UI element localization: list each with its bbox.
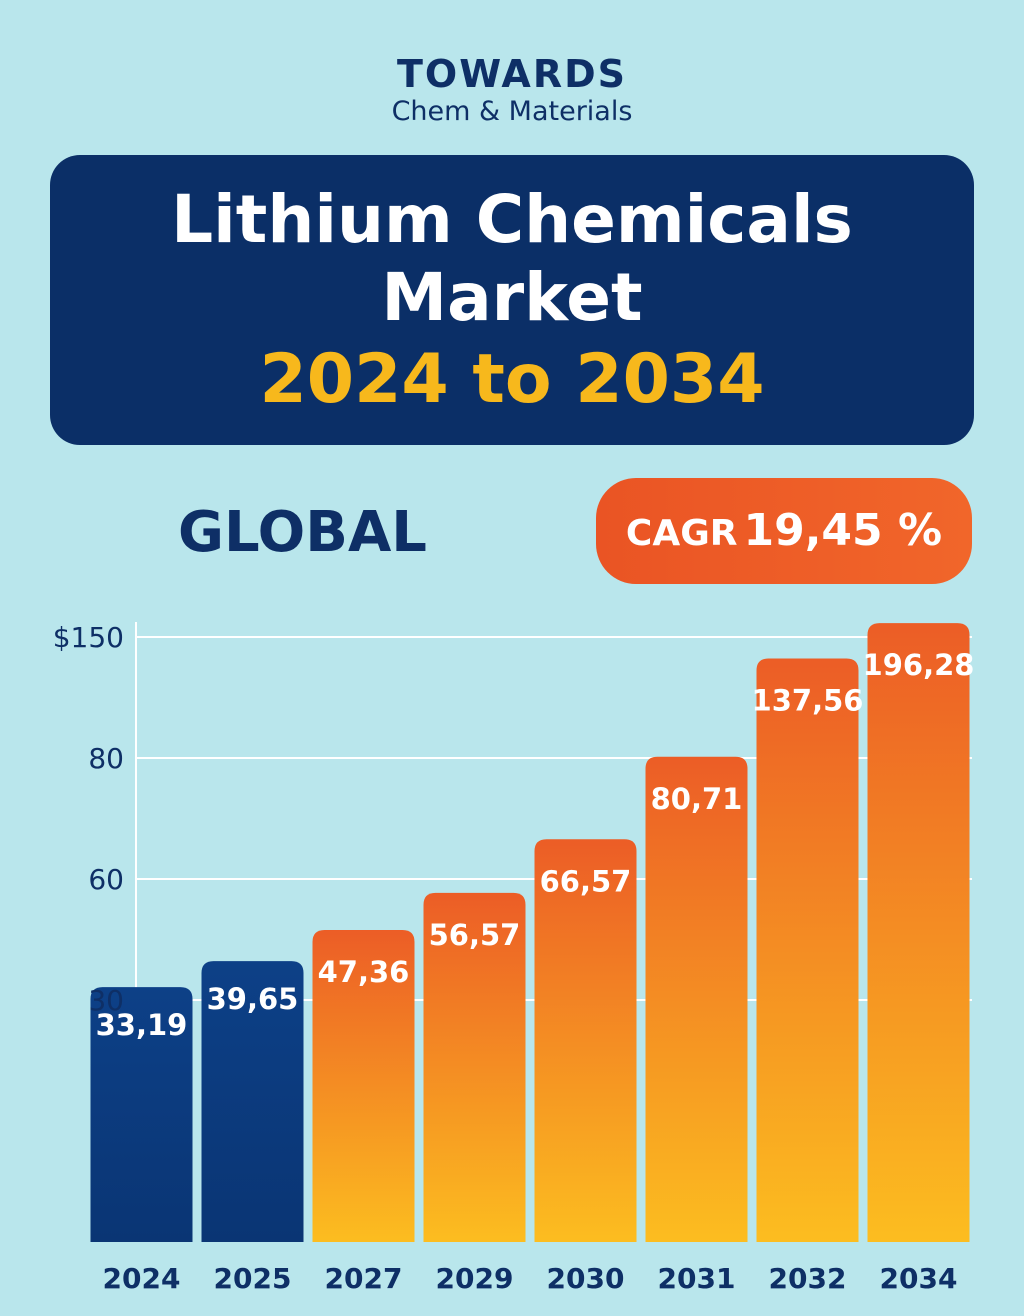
y-tick-label: 30 [88,984,124,1017]
x-tick-label: 2034 [880,1262,958,1295]
chart-title-line-1: Lithium Chemicals [171,181,853,258]
brand-subtitle: Chem & Materials [391,96,633,127]
y-tick-label: 60 [88,863,124,896]
data-label: 56,57 [429,918,521,952]
chart-title-years: 2024 to 2034 [259,340,765,419]
x-tick-label: 2029 [436,1262,514,1295]
brand-logo: TOWARDS Chem & Materials [0,52,1024,128]
y-tick-label: 80 [88,742,124,775]
brand-name: TOWARDS [396,52,627,96]
data-label: 33,19 [96,1008,188,1042]
x-tick-label: 2031 [658,1262,736,1295]
x-tick-label: 2025 [214,1262,292,1295]
bar-2029 [423,892,526,1242]
x-tick-label: 2024 [103,1262,181,1295]
x-tick-label: 2032 [769,1262,847,1295]
title-banner: Lithium Chemicals Market 2024 to 2034 [50,155,974,445]
region-label: GLOBAL [178,500,427,565]
cagr-value: 19,45 % [743,505,943,556]
bars [90,623,970,1242]
bar-2032 [756,658,859,1242]
labels: 30 60 80 $150 33,19 2024 39,65 2025 47,36 2027 56,… [53,621,975,1295]
cagr-badge: CAGR 19,45 % [596,478,972,584]
bar-2025 [201,961,304,1242]
x-tick-label: 2030 [547,1262,625,1295]
y-tick-label: $150 [53,621,124,654]
bar-2034 [867,623,970,1242]
data-label: 137,56 [752,684,864,718]
data-label: 47,36 [318,955,410,989]
bar-2024 [90,987,193,1242]
x-tick-label: 2027 [325,1262,403,1295]
bar-2027 [312,929,415,1242]
cagr-label: CAGR [625,513,738,554]
data-label: 196,28 [863,648,975,682]
data-label: 66,57 [540,864,632,898]
bar-2031 [645,756,748,1242]
bar-2030 [534,839,637,1242]
data-label: 39,65 [207,982,299,1016]
data-label: 80,71 [651,782,743,816]
chart-title-line-2: Market [381,259,643,336]
